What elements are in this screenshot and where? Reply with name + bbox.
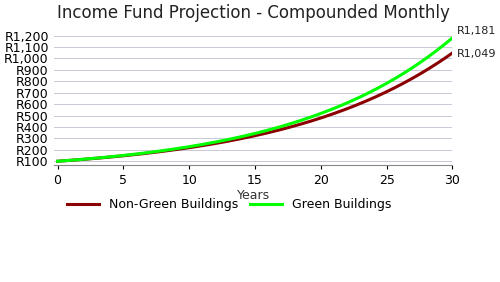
Text: R1,049: R1,049	[456, 49, 496, 59]
Green Buildings	[54, 160, 60, 163]
Non-Green Buildings	[244, 136, 250, 139]
X-axis label: Years: Years	[236, 190, 270, 202]
Non-Green Buildings	[440, 58, 446, 61]
Green Buildings	[378, 85, 384, 88]
Green Buildings	[450, 36, 456, 39]
Title: Income Fund Projection - Compounded Monthly: Income Fund Projection - Compounded Mont…	[56, 4, 450, 22]
Green Buildings	[242, 134, 248, 138]
Non-Green Buildings	[290, 125, 296, 128]
Legend: Non-Green Buildings, Green Buildings: Non-Green Buildings, Green Buildings	[62, 193, 396, 217]
Line: Non-Green Buildings: Non-Green Buildings	[58, 53, 452, 161]
Line: Green Buildings: Green Buildings	[58, 38, 452, 161]
Non-Green Buildings	[450, 51, 456, 55]
Non-Green Buildings	[54, 160, 60, 163]
Green Buildings	[268, 127, 274, 131]
Non-Green Buildings	[242, 136, 248, 140]
Text: R1,181: R1,181	[456, 26, 496, 36]
Green Buildings	[244, 134, 250, 137]
Non-Green Buildings	[378, 92, 384, 96]
Green Buildings	[440, 44, 446, 47]
Non-Green Buildings	[268, 130, 274, 134]
Green Buildings	[290, 121, 296, 125]
